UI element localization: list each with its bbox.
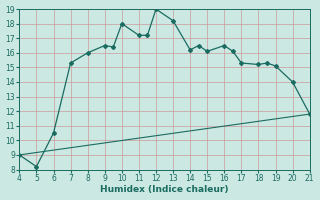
X-axis label: Humidex (Indice chaleur): Humidex (Indice chaleur) bbox=[100, 185, 229, 194]
